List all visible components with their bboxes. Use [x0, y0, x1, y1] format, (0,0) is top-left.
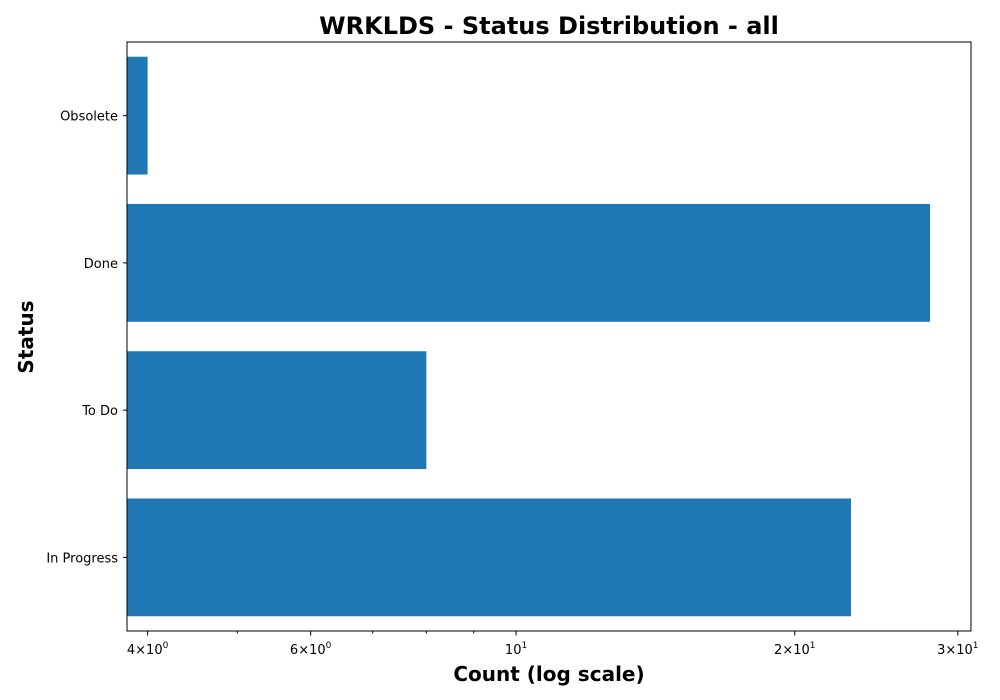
x-tick-label: 101 — [505, 641, 527, 658]
y-axis-ticks: In Progress To Do Done Obsolete — [46, 110, 127, 566]
y-tick-label: Obsolete — [60, 110, 118, 125]
plot-frame — [126, 41, 972, 632]
x-tick-label: 4×100 — [127, 641, 169, 658]
bar-obsolete — [127, 56, 148, 175]
chart-title: WRKLDS - Status Distribution - all — [319, 12, 779, 40]
bar-to-do — [127, 351, 427, 470]
y-axis-label: Status — [14, 300, 38, 373]
y-tick-label: Done — [84, 257, 118, 272]
bars-group — [127, 56, 931, 617]
x-tick-label: 2×101 — [774, 641, 815, 658]
x-axis-ticks: 4×100 6×100 101 2×101 3×101 — [127, 631, 979, 658]
y-tick-label: To Do — [81, 404, 118, 419]
y-tick-label: In Progress — [46, 551, 118, 566]
bar-in-progress — [127, 498, 851, 617]
x-axis-label: Count (log scale) — [453, 662, 644, 686]
bar-done — [127, 203, 931, 322]
x-tick-label: 6×100 — [290, 641, 332, 658]
x-tick-label: 3×101 — [937, 641, 978, 658]
